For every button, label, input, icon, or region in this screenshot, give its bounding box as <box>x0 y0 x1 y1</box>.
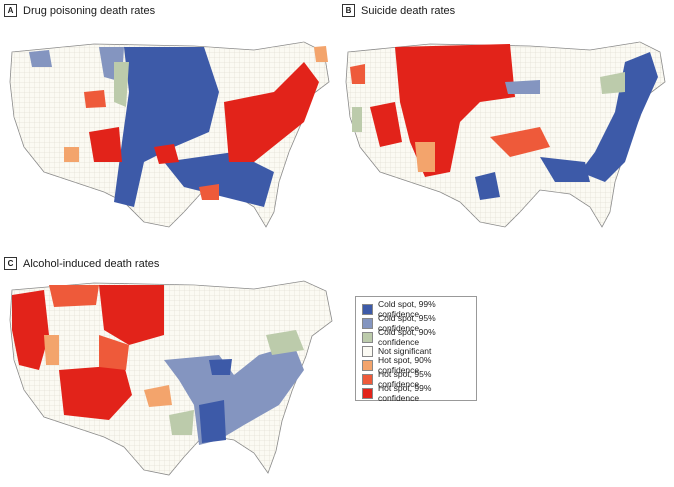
cold-spot-region <box>114 62 129 107</box>
cold-spot-region <box>540 157 590 182</box>
cold-spot-region <box>266 330 304 355</box>
hot-spot-region <box>12 290 49 370</box>
cold-spot-region <box>209 359 232 375</box>
hot-spot-region <box>44 335 59 365</box>
panel-c-title: C Alcohol-induced death rates <box>4 257 159 270</box>
legend-swatch-cold-90 <box>362 331 373 343</box>
legend-label: Cold spot, 95% confidence <box>378 313 436 333</box>
panel-c-letter: C <box>4 257 17 270</box>
hot-spot-region <box>415 142 435 172</box>
hot-spot-region <box>64 147 79 162</box>
legend-label: Hot spot, 90% confidence <box>378 355 432 375</box>
hot-spot-region <box>370 102 402 147</box>
cold-spot-region <box>164 345 304 445</box>
legend-label: Hot spot, 95% confidence <box>378 369 432 389</box>
legend-label: Not significant <box>378 346 432 356</box>
panel-b-title-text: Suicide death rates <box>361 4 456 17</box>
map-alcohol <box>9 280 333 476</box>
cold-spot-region <box>352 107 362 132</box>
hot-spot-region <box>350 64 365 84</box>
hot-spot-region <box>154 144 179 164</box>
hot-spot-region <box>49 285 99 307</box>
legend-swatch-cold-95 <box>362 317 373 329</box>
legend: Cold spot, 99% confidence Cold spot, 95%… <box>355 296 477 403</box>
map-drug-poisoning <box>9 41 330 228</box>
hot-spot-region <box>224 62 319 162</box>
hot-spot-region <box>84 90 106 108</box>
hot-spot-region <box>144 385 172 407</box>
hot-spot-region <box>199 184 219 200</box>
panel-a-title: A Drug poisoning death rates <box>4 4 155 17</box>
hot-spot-region <box>490 127 550 157</box>
legend-item: Cold spot, 99% confidence <box>362 299 470 319</box>
panel-a-title-text: Drug poisoning death rates <box>23 4 156 17</box>
legend-item: Hot spot, 95% confidence <box>362 369 470 389</box>
panel-b-letter: B <box>342 4 355 17</box>
legend-label: Hot spot, 99% confidence <box>378 383 432 403</box>
hot-spot-region <box>314 46 328 62</box>
hot-spot-region <box>99 335 129 370</box>
legend-item: Cold spot, 90% confidence <box>362 327 470 347</box>
legend-item: Cold spot, 95% confidence <box>362 313 470 333</box>
cold-spot-region <box>475 172 500 200</box>
legend-swatch-hot-99 <box>362 387 373 399</box>
cold-spot-region <box>169 410 194 435</box>
cold-spot-region <box>600 72 625 94</box>
cold-spot-region <box>505 80 540 94</box>
map-suicide <box>345 41 666 228</box>
cold-spot-region <box>164 152 274 207</box>
cold-spot-region <box>29 50 52 67</box>
legend-label: Cold spot, 99% confidence <box>378 299 436 319</box>
legend-swatch-hot-95 <box>362 373 373 385</box>
legend-swatch-hot-90 <box>362 359 373 371</box>
cold-spot-region <box>199 400 226 443</box>
hot-spot-region <box>99 285 164 345</box>
panel-b-title: B Suicide death rates <box>342 4 455 17</box>
hot-spot-region <box>59 365 132 420</box>
legend-item: Hot spot, 90% confidence <box>362 355 470 375</box>
cold-spot-region <box>114 47 219 207</box>
cold-spot-region <box>580 52 658 182</box>
panel-c-title-text: Alcohol-induced death rates <box>23 257 160 270</box>
hot-spot-region <box>89 127 122 162</box>
legend-swatch-cold-99 <box>362 303 373 315</box>
legend-swatch-not-significant <box>362 345 373 357</box>
legend-item: Not significant <box>362 344 470 358</box>
legend-item: Hot spot, 99% confidence <box>362 383 470 403</box>
panel-a-letter: A <box>4 4 17 17</box>
legend-label: Cold spot, 90% confidence <box>378 327 436 347</box>
